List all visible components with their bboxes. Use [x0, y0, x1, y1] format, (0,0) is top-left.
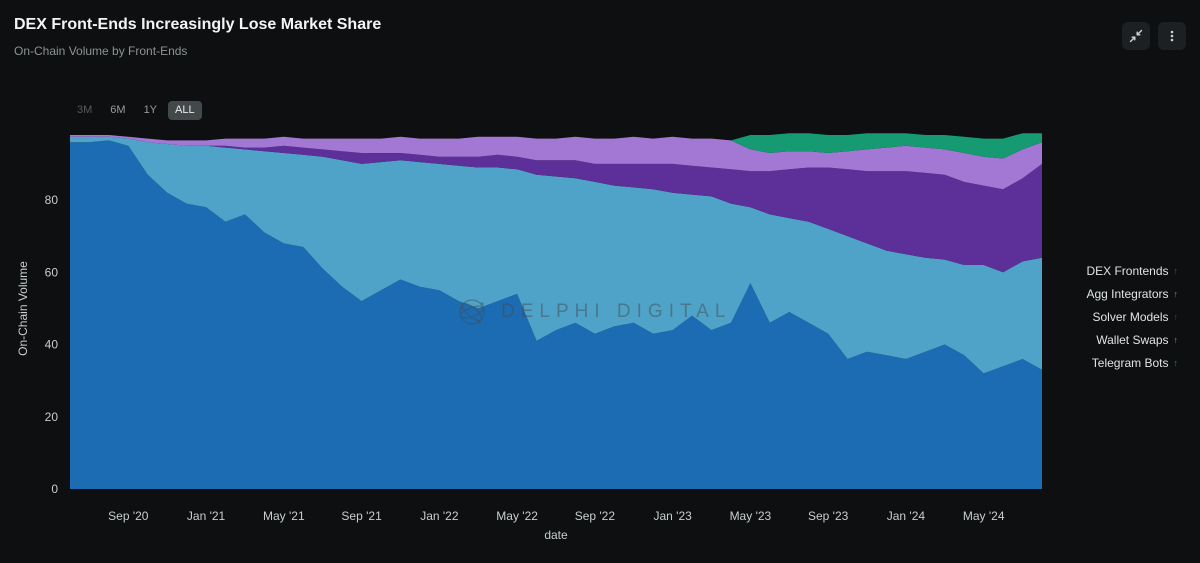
x-tick-label: Jan '24 — [887, 509, 926, 523]
chart-legend: DEX Frontends ↑ Agg Integrators ↑ Solver Mod… — [1086, 264, 1178, 370]
legend-label: DEX Frontends — [1086, 264, 1169, 278]
y-tick-label: 0 — [51, 482, 58, 496]
y-tick-label: 20 — [45, 410, 59, 424]
area-agg-integrators — [70, 136, 1042, 374]
x-tick-label: Sep '23 — [808, 509, 849, 523]
x-tick-label: Jan '22 — [420, 509, 459, 523]
area-telegram-bots — [70, 133, 1042, 159]
x-tick-label: Sep '20 — [108, 509, 149, 523]
x-tick-label: May '24 — [963, 509, 1005, 523]
y-tick-label: 80 — [45, 193, 59, 207]
kebab-menu-icon — [1170, 30, 1174, 42]
x-tick-label: Sep '22 — [575, 509, 616, 523]
legend-trend-arrow: ↑ — [1173, 265, 1179, 276]
legend-item-solver-models[interactable]: Solver Models ↑ — [1092, 310, 1178, 324]
range-option-all[interactable]: ALL — [168, 101, 202, 120]
legend-label: Solver Models — [1092, 310, 1169, 324]
area-solver-models — [70, 136, 1042, 273]
collapse-button[interactable] — [1122, 22, 1150, 50]
y-axis-title: On-Chain Volume — [16, 261, 30, 356]
legend-item-agg-integrators[interactable]: Agg Integrators ↑ — [1086, 287, 1178, 301]
legend-trend-arrow: ↑ — [1173, 288, 1179, 299]
x-axis-title: date — [544, 528, 568, 542]
x-tick-label: Jan '21 — [187, 509, 226, 523]
x-tick-label: Sep '21 — [341, 509, 382, 523]
legend-label: Agg Integrators — [1086, 287, 1169, 301]
legend-item-wallet-swaps[interactable]: Wallet Swaps ↑ — [1096, 333, 1178, 347]
legend-trend-arrow: ↑ — [1173, 311, 1179, 322]
x-tick-label: Jan '23 — [653, 509, 692, 523]
range-option-1y[interactable]: 1Y — [137, 101, 164, 120]
area-wallet-swaps — [70, 135, 1042, 190]
legend-trend-arrow: ↑ — [1173, 357, 1179, 368]
collapse-icon — [1129, 29, 1143, 43]
x-tick-label: May '22 — [496, 509, 538, 523]
header-actions — [1122, 22, 1186, 50]
y-tick-label: 60 — [45, 265, 59, 279]
range-selector: 3M 6M 1Y ALL — [70, 101, 202, 120]
page-title: DEX Front-Ends Increasingly Lose Market … — [14, 16, 382, 33]
range-option-6m[interactable]: 6M — [103, 101, 132, 120]
x-tick-label: May '23 — [730, 509, 772, 523]
legend-trend-arrow: ↑ — [1173, 334, 1179, 345]
range-option-3m[interactable]: 3M — [70, 101, 99, 120]
legend-item-telegram-bots[interactable]: Telegram Bots ↑ — [1092, 356, 1178, 370]
legend-item-dex-frontends[interactable]: DEX Frontends ↑ — [1086, 264, 1178, 278]
more-menu-button[interactable] — [1158, 22, 1186, 50]
legend-label: Telegram Bots — [1091, 356, 1169, 370]
page-subtitle: On-Chain Volume by Front-Ends — [14, 44, 188, 58]
y-tick-label: 40 — [45, 338, 59, 352]
x-tick-label: May '21 — [263, 509, 305, 523]
area-dex-frontends — [70, 140, 1042, 489]
legend-label: Wallet Swaps — [1096, 333, 1169, 347]
